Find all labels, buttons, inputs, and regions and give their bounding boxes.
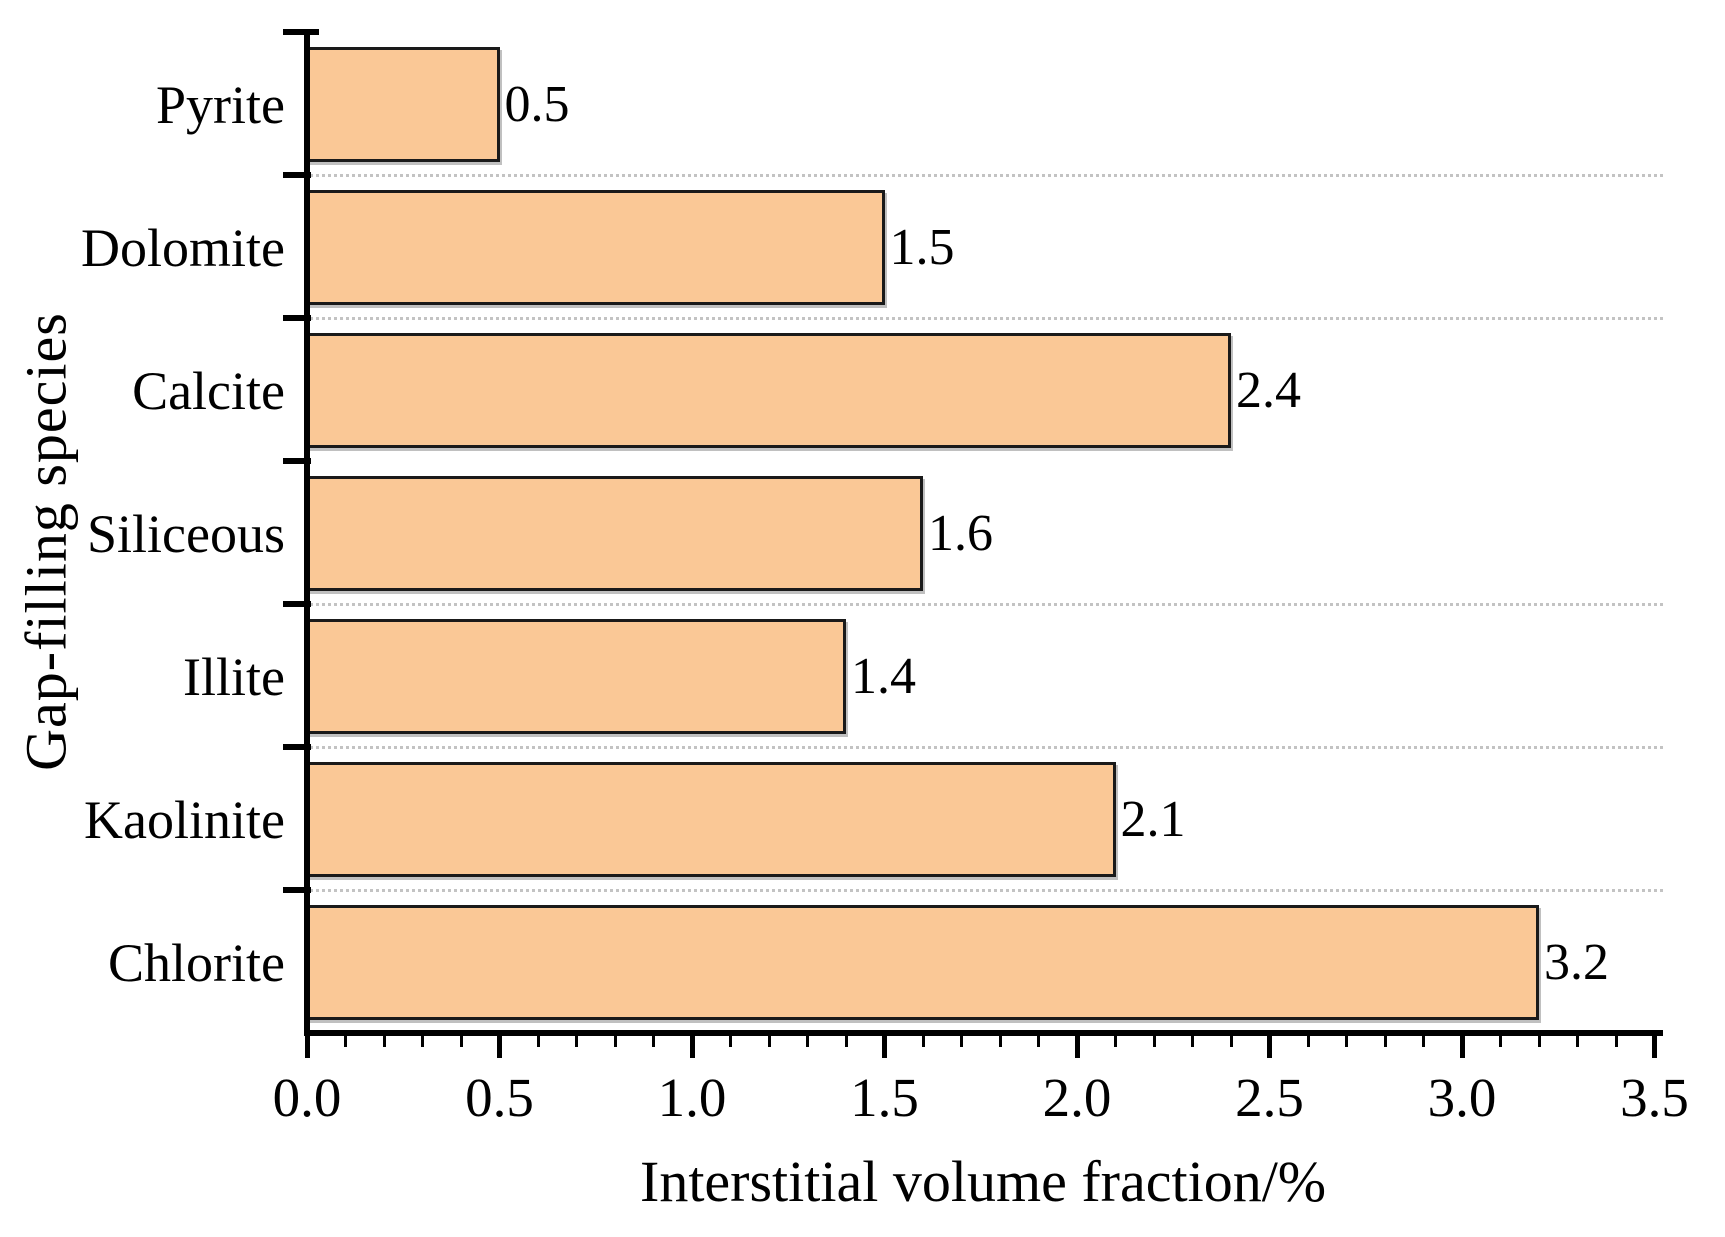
x-minor-tick — [613, 1033, 617, 1047]
bar — [307, 762, 1116, 877]
x-major-tick — [689, 1033, 695, 1058]
x-major-tick — [882, 1033, 887, 1058]
y-tick — [283, 744, 311, 750]
x-axis-title: Interstitial volume fraction/% — [640, 1149, 1327, 1214]
x-minor-tick — [921, 1033, 925, 1047]
bar — [307, 47, 500, 162]
category-label: Siliceous — [87, 503, 285, 564]
x-major-tick — [1652, 1033, 1657, 1058]
bar-value-label: 1.6 — [928, 504, 993, 562]
category-label: Pyrite — [156, 74, 285, 135]
x-minor-tick — [1152, 1033, 1156, 1047]
category-label: Dolomite — [81, 217, 285, 278]
bar — [307, 190, 885, 305]
x-tick-label: 2.0 — [1042, 1067, 1112, 1128]
x-minor-tick — [960, 1033, 963, 1047]
gridline — [310, 888, 1663, 892]
y-tick — [283, 601, 311, 607]
x-minor-tick — [575, 1033, 578, 1047]
x-minor-tick — [1229, 1033, 1233, 1047]
category-label: Chlorite — [108, 932, 285, 993]
x-tick-label: 1.5 — [850, 1067, 919, 1128]
x-minor-tick — [1383, 1033, 1387, 1047]
category-label: Calcite — [132, 360, 285, 421]
bar — [307, 905, 1539, 1020]
x-minor-tick — [1422, 1033, 1425, 1047]
x-minor-tick — [1537, 1033, 1541, 1047]
y-axis-line — [304, 29, 310, 1036]
x-major-tick — [1267, 1033, 1272, 1058]
x-tick-label: 3.5 — [1620, 1067, 1689, 1128]
bar-value-label: 1.5 — [889, 218, 955, 276]
x-minor-tick — [729, 1033, 732, 1047]
x-minor-tick — [1191, 1033, 1194, 1047]
bar — [307, 333, 1231, 448]
category-label: Kaolinite — [84, 789, 285, 850]
bar-value-label: 1.4 — [851, 647, 916, 705]
bar-value-label: 0.5 — [504, 75, 570, 133]
gridline — [310, 745, 1663, 749]
x-minor-tick — [844, 1033, 848, 1047]
x-minor-tick — [1037, 1033, 1040, 1047]
x-minor-tick — [1306, 1033, 1310, 1047]
x-minor-tick — [459, 1033, 463, 1047]
y-tick — [283, 29, 319, 35]
y-tick — [283, 315, 311, 321]
x-minor-tick — [536, 1033, 540, 1047]
gridline — [310, 173, 1663, 177]
x-major-tick — [1074, 1033, 1080, 1058]
x-tick-label: 3.0 — [1427, 1067, 1497, 1128]
bar-value-label: 3.2 — [1544, 933, 1609, 991]
x-axis-line — [304, 1030, 1663, 1036]
gridline — [310, 316, 1663, 320]
x-minor-tick — [344, 1033, 347, 1047]
gridline — [310, 602, 1663, 606]
y-tick — [283, 887, 311, 893]
x-tick-label: 0.5 — [465, 1067, 534, 1128]
x-minor-tick — [1576, 1033, 1579, 1047]
x-tick-label: 1.0 — [657, 1067, 727, 1128]
x-minor-tick — [767, 1033, 771, 1047]
category-label: Illite — [183, 646, 285, 707]
x-minor-tick — [1614, 1033, 1618, 1047]
x-minor-tick — [652, 1033, 655, 1047]
x-major-tick — [304, 1033, 310, 1058]
x-minor-tick — [806, 1033, 809, 1047]
x-major-tick — [497, 1033, 502, 1058]
y-tick — [283, 172, 311, 178]
x-minor-tick — [998, 1033, 1002, 1047]
bar — [307, 619, 846, 734]
x-major-tick — [1459, 1033, 1465, 1058]
bar-value-label: 2.1 — [1120, 790, 1186, 848]
x-tick-label: 2.5 — [1235, 1067, 1304, 1128]
bar-value-label: 2.4 — [1236, 361, 1301, 419]
y-tick — [283, 458, 311, 464]
x-minor-tick — [421, 1033, 424, 1047]
x-minor-tick — [1345, 1033, 1348, 1047]
bar — [307, 476, 923, 591]
x-minor-tick — [382, 1033, 386, 1047]
x-minor-tick — [1499, 1033, 1502, 1047]
x-minor-tick — [1114, 1033, 1117, 1047]
x-tick-label: 0.0 — [272, 1067, 342, 1128]
